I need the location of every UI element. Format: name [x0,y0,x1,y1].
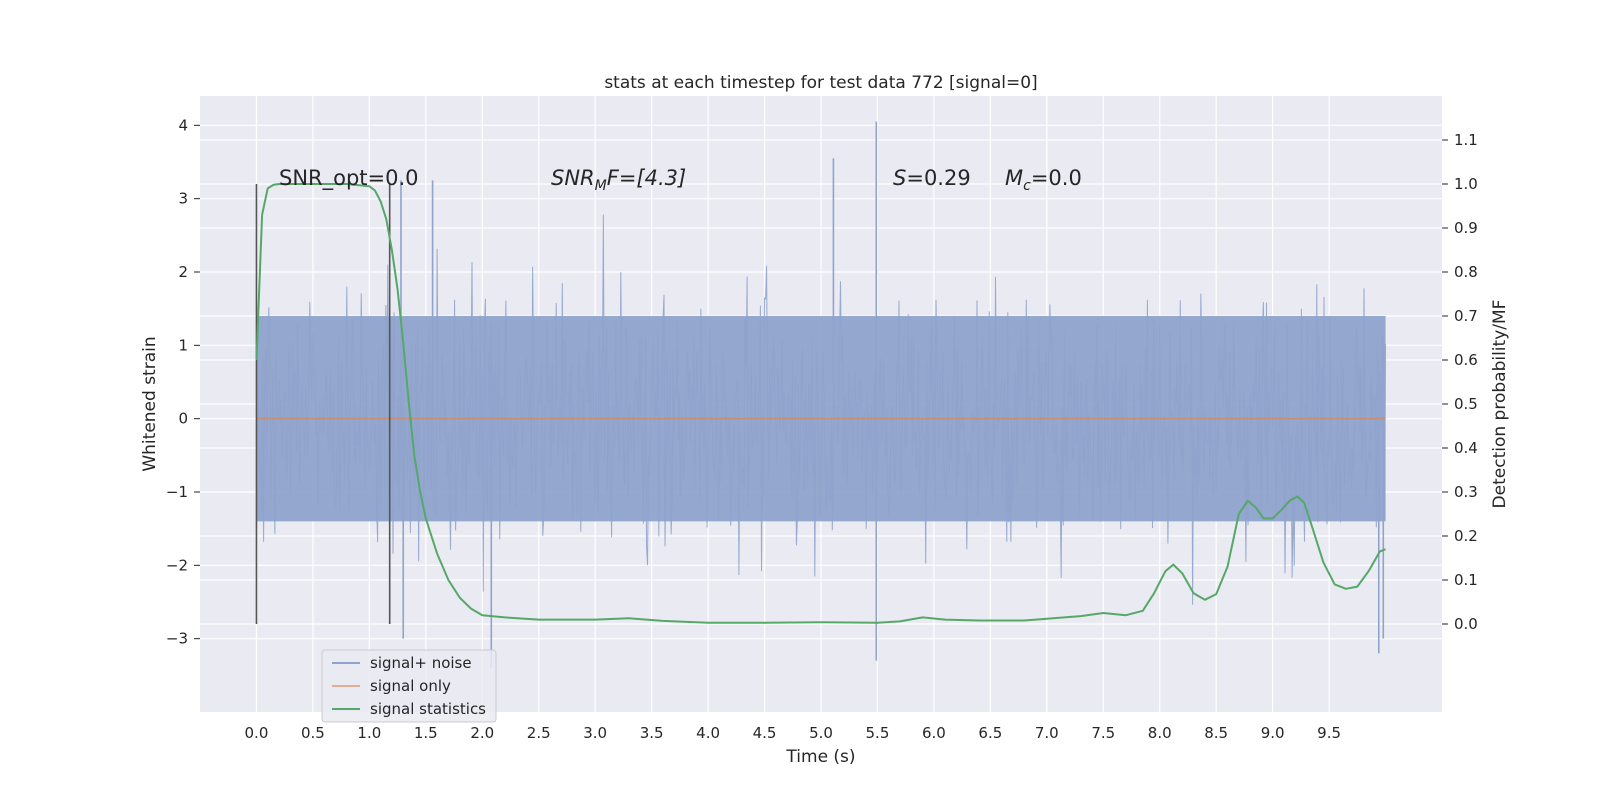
y-right-tick-label-4: 0.4 [1454,439,1478,457]
y-right-tick-label-7: 0.7 [1454,307,1478,325]
legend: signal+ noise signal only signal statist… [321,649,497,723]
x-tick-label-13: 6.5 [978,724,1002,742]
legend-label-signal-statistics: signal statistics [370,700,486,718]
annotations: SNR_opt=0.0 SNRMF=[4.3] S=0.29 Mc=0.0 [279,166,1082,194]
y-right-tick-label-3: 0.3 [1454,483,1478,501]
y-tick-label-1: −2 [166,556,188,574]
annotation-snr-opt: SNR_opt=0.0 [279,166,419,191]
chart-title: stats at each timestep for test data 772… [604,73,1037,93]
y-right-axis-label: Detection probability/MF [1490,300,1510,509]
x-tick-label-12: 6.0 [922,724,946,742]
x-axis-ticks: 0.0 0.5 1.0 1.5 2.0 2.5 3.0 3.5 4.0 4.5 5.0 5.5 6.0 6… [245,724,1341,742]
y-right-axis-ticks: 0.0 0.1 0.2 0.3 0.4 0.5 0.6 0.7 0.8 0.9 1.0 1.1 [1442,131,1478,633]
annotation-snr-mf: SNRMF=[4.3] [551,166,686,194]
legend-label-signal-only: signal only [370,677,451,695]
y-right-tick-label-2: 0.2 [1454,527,1478,545]
x-tick-label-10: 5.0 [809,724,833,742]
y-right-tick-label-8: 0.8 [1454,263,1478,281]
x-tick-label-14: 7.0 [1035,724,1059,742]
annotation-mc: Mc=0.0 [1005,166,1082,194]
y-right-tick-label-6: 0.6 [1454,351,1478,369]
y-tick-label-5: 2 [178,263,188,281]
x-tick-label-0: 0.0 [245,724,269,742]
x-tick-label-7: 3.5 [640,724,664,742]
y-tick-label-2: −1 [166,483,188,501]
y-axis-ticks: −3 −2 −1 0 1 2 3 4 [166,116,200,648]
noise-trace [256,214,1386,605]
x-axis-label: Time (s) [785,747,855,767]
x-tick-label-18: 9.0 [1261,724,1285,742]
x-tick-label-1: 0.5 [301,724,325,742]
x-tick-label-2: 1.0 [357,724,381,742]
y-tick-label-7: 4 [178,116,188,134]
x-tick-label-4: 2.0 [470,724,494,742]
y-right-tick-label-11: 1.1 [1454,131,1478,149]
x-tick-label-3: 1.5 [414,724,438,742]
y-axis-label: Whitened strain [140,336,160,471]
y-right-tick-label-5: 0.5 [1454,395,1478,413]
y-tick-label-6: 3 [178,190,188,208]
signal-statistics-line [255,183,1386,624]
x-tick-label-9: 4.5 [753,724,777,742]
x-tick-label-19: 9.5 [1317,724,1341,742]
x-tick-label-6: 3.0 [583,724,607,742]
legend-box [321,649,497,723]
x-tick-label-5: 2.5 [527,724,551,742]
y-right-tick-label-9: 0.9 [1454,219,1478,237]
y-tick-label-3: 0 [178,410,188,428]
x-tick-label-8: 4.0 [696,724,720,742]
y-right-tick-label-1: 0.1 [1454,571,1478,589]
x-tick-label-15: 7.5 [1091,724,1115,742]
legend-label-signal-noise: signal+ noise [370,654,472,672]
x-tick-label-17: 8.5 [1204,724,1228,742]
vertical-markers [255,184,391,624]
y-right-tick-label-0: 0.0 [1454,615,1478,633]
signal-statistics-series [255,183,1386,624]
y-tick-label-0: −3 [166,630,188,648]
annotation-s: S=0.29 [893,166,971,190]
x-tick-label-16: 8.0 [1148,724,1172,742]
y-tick-label-4: 1 [178,336,188,354]
x-tick-label-11: 5.5 [866,724,890,742]
y-right-tick-label-10: 1.0 [1454,175,1478,193]
